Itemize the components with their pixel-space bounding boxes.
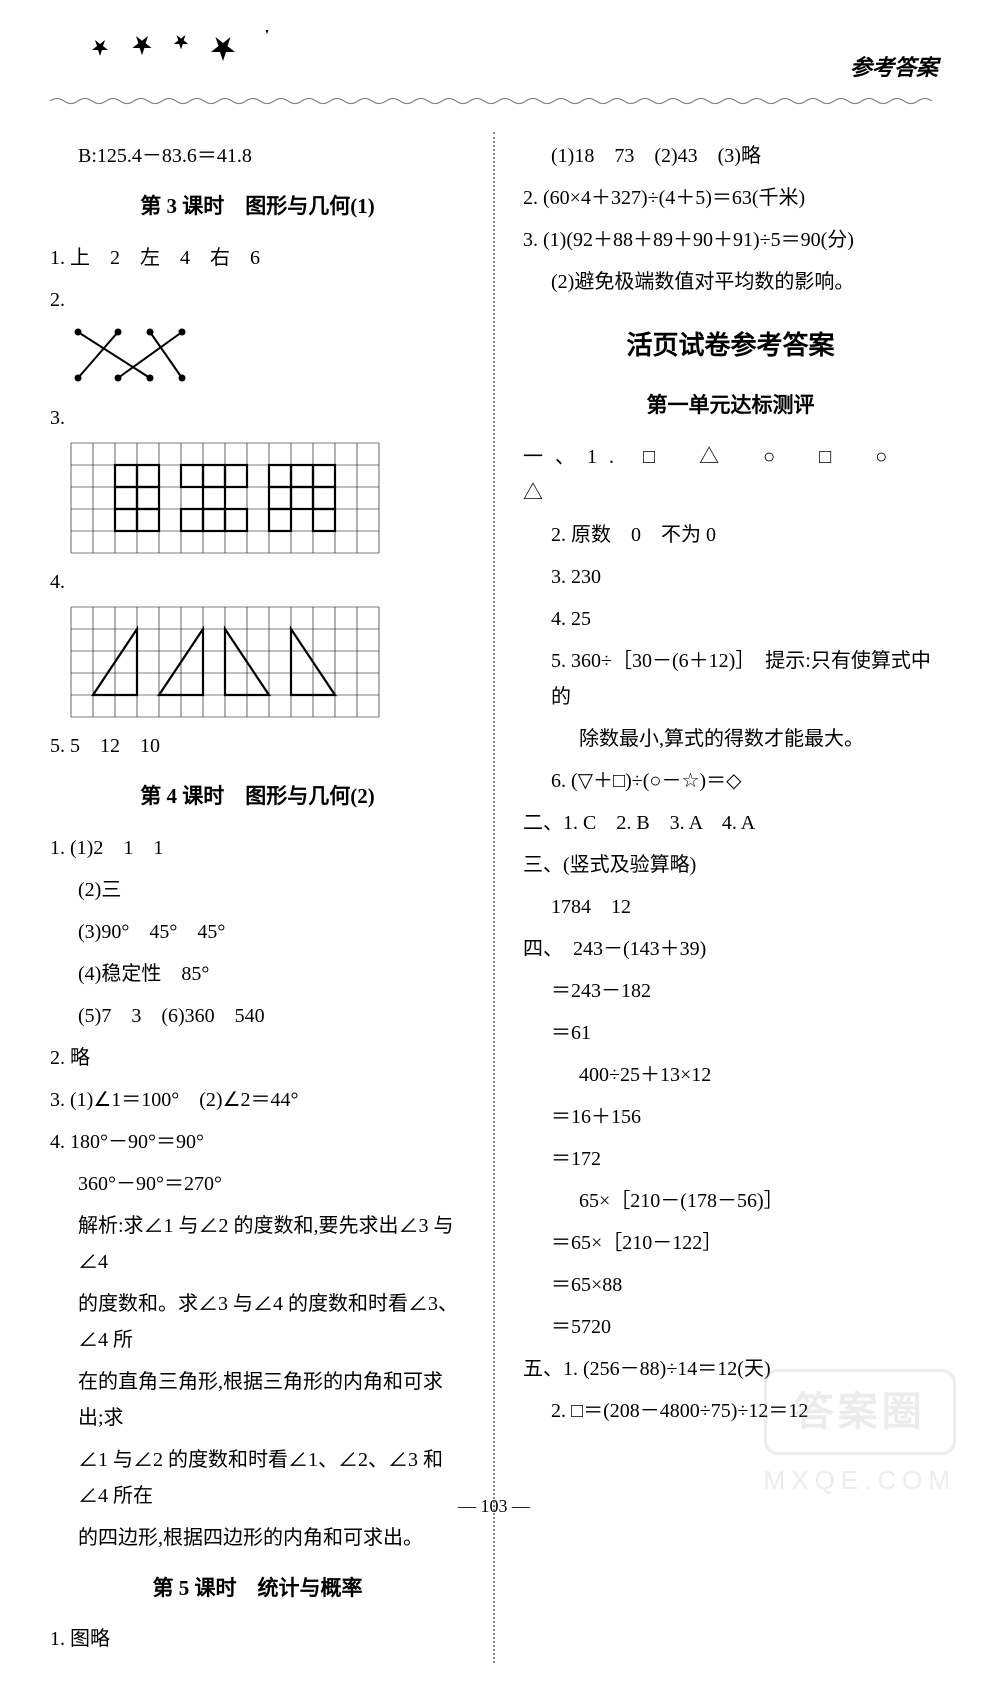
- left-column: B:125.4－83.6＝41.8 第 3 课时 图形与几何(1) 1. 上 2…: [50, 132, 469, 1663]
- text: ＝65×［210－122］: [523, 1225, 938, 1261]
- text: ＝5720: [523, 1309, 938, 1345]
- text: 的度数和。求∠3 与∠4 的度数和时看∠3、∠4 所: [50, 1286, 465, 1358]
- text: B:125.4－83.6＝41.8: [50, 138, 465, 174]
- text: 4. 180°－90°＝90°: [50, 1124, 465, 1160]
- text: 360°－90°＝270°: [50, 1166, 465, 1202]
- watermark-bottom: MXQE.COM: [764, 1457, 956, 1504]
- text: ＝172: [523, 1141, 938, 1177]
- big-title: 活页试卷参考答案: [523, 322, 938, 369]
- section-title: 第 4 课时 图形与几何(2): [50, 778, 465, 816]
- text: 5. 5 12 10: [50, 728, 465, 764]
- q4-label: 4.: [50, 564, 465, 600]
- text: 2. 原数 0 不为 0: [523, 517, 938, 553]
- text: 65×［210－(178－56)］: [523, 1183, 938, 1219]
- text: 400÷25＋13×12: [523, 1057, 938, 1093]
- text: 6. (▽＋□)÷(○－☆)＝◇: [523, 763, 938, 799]
- text: 3. (1)∠1＝100° (2)∠2＝44°: [50, 1082, 465, 1118]
- text: 一、1. □ △ ○ □ ○ △: [523, 439, 938, 511]
- section-title: 第 5 课时 统计与概率: [50, 1570, 465, 1608]
- section-title: 第 3 课时 图形与几何(1): [50, 188, 465, 226]
- text: 在的直角三角形,根据三角形的内角和可求出;求: [50, 1364, 465, 1436]
- q3-label: 3.: [50, 400, 465, 436]
- text: 2. (60×4＋327)÷(4＋5)＝63(千米): [523, 180, 938, 216]
- column-divider: [493, 132, 495, 1663]
- text: 除数最小,算式的得数才能最大。: [523, 721, 938, 757]
- text: (4)稳定性 85°: [50, 956, 465, 992]
- text: ＝16＋156: [523, 1099, 938, 1135]
- q2-label: 2.: [50, 282, 465, 318]
- text: 1. 图略: [50, 1621, 465, 1657]
- section-title: 第一单元达标测评: [523, 387, 938, 425]
- text: 5. 360÷［30－(6＋12)］ 提示:只有使算式中的: [523, 643, 938, 715]
- text: 3. (1)(92＋88＋89＋90＋91)÷5＝90(分): [523, 222, 938, 258]
- text: ＝65×88: [523, 1267, 938, 1303]
- header-stars: [50, 30, 938, 74]
- text: 解析:求∠1 与∠2 的度数和,要先求出∠3 与∠4: [50, 1208, 465, 1280]
- grid-diagram-3: [70, 442, 380, 554]
- grid-diagram-4: [70, 606, 380, 718]
- text: (2)避免极端数值对平均数的影响。: [523, 264, 938, 300]
- text: 1. (1)2 1 1: [50, 830, 465, 866]
- text: 三、(竖式及验算略): [523, 847, 938, 883]
- text: (3)90° 45° 45°: [50, 914, 465, 950]
- text: 的四边形,根据四边形的内角和可求出。: [50, 1520, 465, 1556]
- text: (1)18 73 (2)43 (3)略: [523, 138, 938, 174]
- text: 1. 上 2 左 4 右 6: [50, 240, 465, 276]
- wave-divider: [50, 82, 938, 118]
- text: 4. 25: [523, 601, 938, 637]
- text: 四、 243－(143＋39): [523, 931, 938, 967]
- watermark-top: 答案圈: [764, 1369, 956, 1455]
- text: (5)7 3 (6)360 540: [50, 998, 465, 1034]
- text: ＝61: [523, 1015, 938, 1051]
- text: 二、1. C 2. B 3. A 4. A: [523, 805, 938, 841]
- watermark: 答案圈 MXQE.COM: [764, 1369, 956, 1504]
- header-label: 参考答案: [850, 48, 938, 88]
- text: ＝243－182: [523, 973, 938, 1009]
- text: 1784 12: [523, 889, 938, 925]
- text: (2)三: [50, 872, 465, 908]
- text: 3. 230: [523, 559, 938, 595]
- cross-diagram: [70, 324, 200, 390]
- text: 2. 略: [50, 1040, 465, 1076]
- stars-icon: [90, 30, 290, 62]
